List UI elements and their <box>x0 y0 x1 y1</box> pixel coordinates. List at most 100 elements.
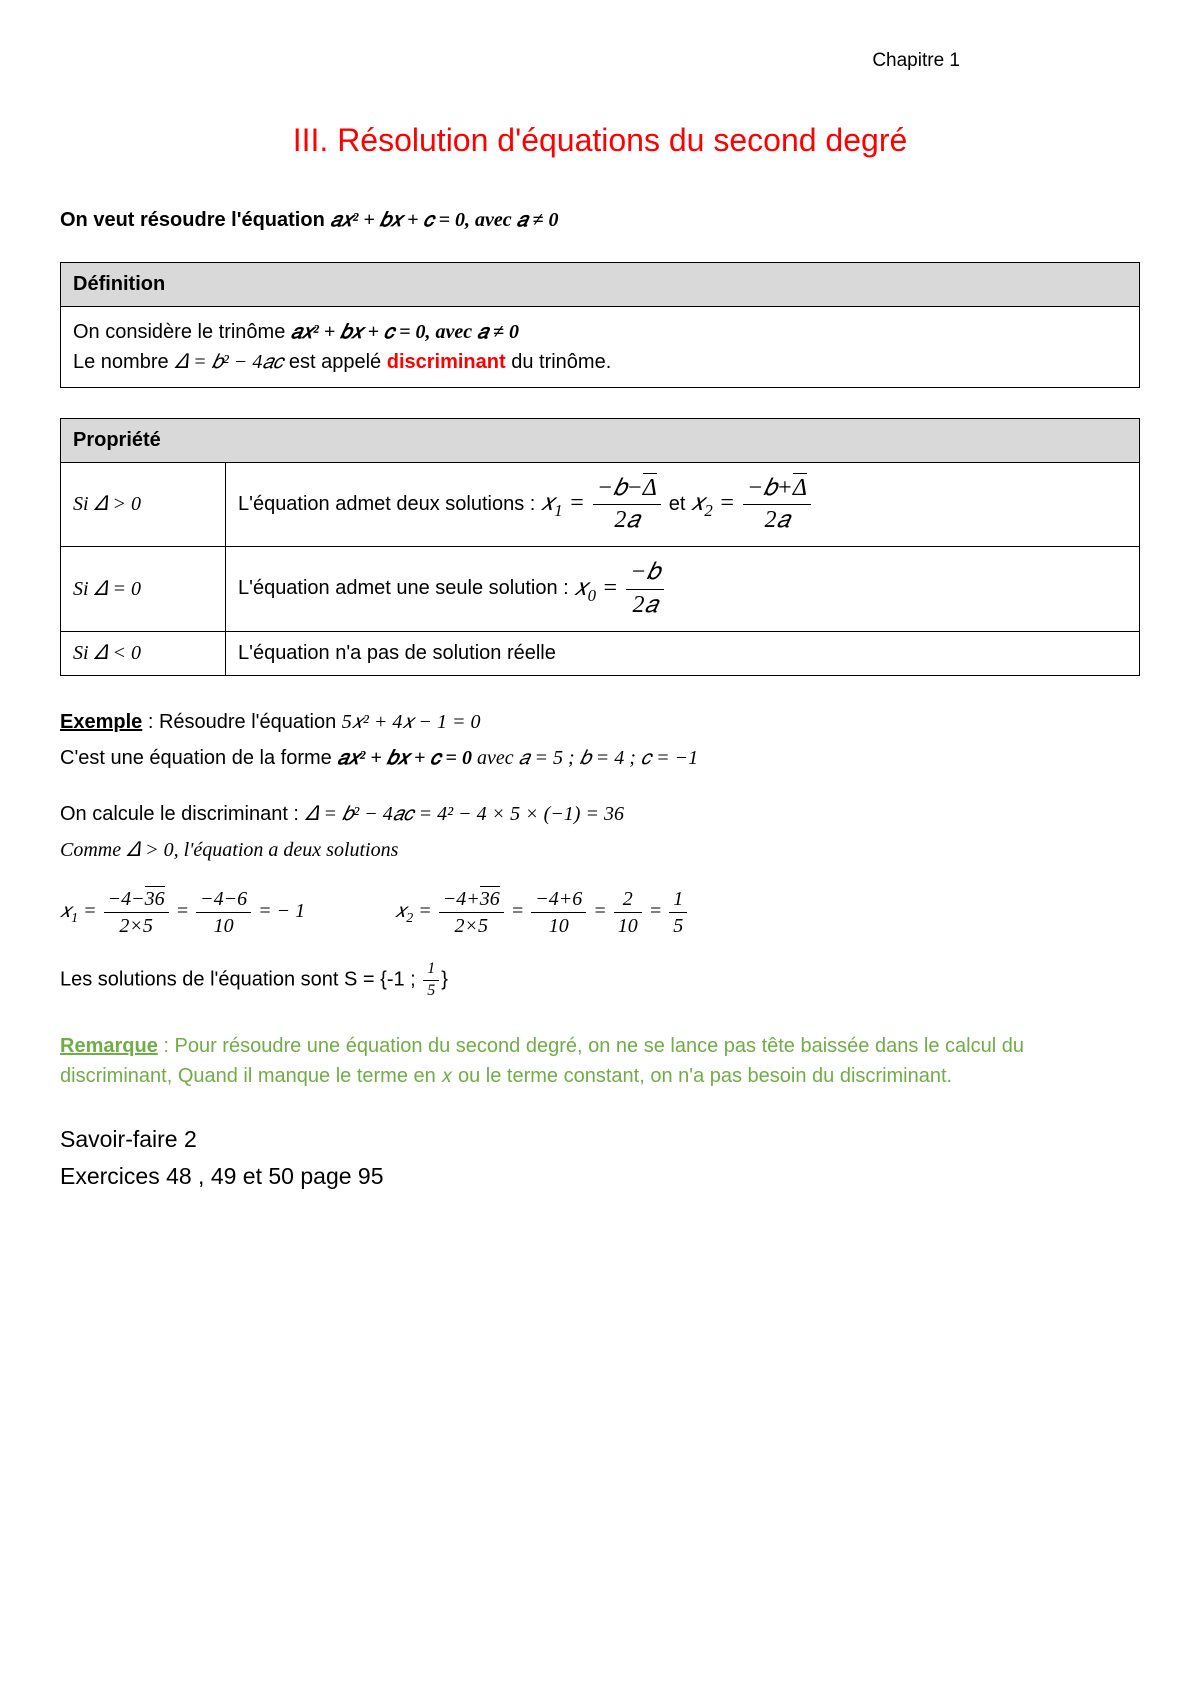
intro-prefix: On veut résoudre l'équation <box>60 209 330 231</box>
def-line2-eq: 𝛥 = 𝑏² − 4𝑎𝑐 <box>174 351 283 373</box>
property-table: Propriété Si 𝛥 > 0 L'équation admet deux… <box>60 418 1140 676</box>
x1-eq: = <box>563 490 591 516</box>
x2-expr: 𝑥2 = −𝑏+Δ2𝑎 <box>691 490 813 516</box>
ex-x2-f2-num: −4+6 <box>531 886 586 913</box>
x1-expr: 𝑥1 = −𝑏−Δ2𝑎 <box>541 490 669 516</box>
x0-eq: = <box>596 575 624 601</box>
example-resolve: Résoudre l'équation <box>159 711 342 733</box>
ex-x2-f1-den: 2×5 <box>439 913 504 939</box>
x1-calculation: 𝑥1 = −4−362×5 = −4−610 = − 1 <box>60 886 305 939</box>
ex-x2-f3: 210 <box>614 886 642 939</box>
ex-x1-f1-den: 2×5 <box>104 913 169 939</box>
savoir-line1: Savoir-faire 2 <box>60 1121 1140 1158</box>
property-header: Propriété <box>61 419 1140 463</box>
example-form-eq: 𝑎𝑥² + 𝑏𝑥 + 𝑐 = 0 <box>337 747 472 769</box>
solutions-suffix: } <box>441 968 448 990</box>
property-row-positive: Si 𝛥 > 0 L'équation admet deux solutions… <box>61 463 1140 547</box>
ex-x2-f4-num: 1 <box>669 886 687 913</box>
ex-x2-label: 𝑥 <box>395 900 406 922</box>
definition-table: Définition On considère le trinôme 𝑎𝑥² +… <box>60 262 1140 388</box>
x2-num: −𝑏+Δ <box>743 473 811 505</box>
savoir-line2: Exercices 48 , 49 et 50 page 95 <box>60 1158 1140 1195</box>
ex-x2-f1-num: −4+36 <box>439 886 504 913</box>
sol-frac-num: 1 <box>423 959 439 981</box>
ex-x2-f4-den: 5 <box>669 913 687 939</box>
x2-label: 𝑥 <box>691 490 704 516</box>
example-solutions-row: 𝑥1 = −4−362×5 = −4−610 = − 1 𝑥2 = −4+362… <box>60 886 1140 939</box>
ex-x1-eq1: = <box>78 900 102 922</box>
discriminant-word: discriminant <box>387 351 506 373</box>
ex-x2-f4: 15 <box>669 886 687 939</box>
intro-eq: 𝑎𝑥² + 𝑏𝑥 + 𝑐 = 0 <box>330 209 465 231</box>
x2-calculation: 𝑥2 = −4+362×5 = −4+610 = 210 = 15 <box>395 886 689 939</box>
ex-x1-f2-den: 10 <box>196 913 251 939</box>
x2-sub: 2 <box>704 501 712 520</box>
remark-colon: : <box>158 1035 175 1057</box>
document-page: Chapitre 1 III. Résolution d'équations d… <box>0 0 1200 1697</box>
property-row-zero: Si 𝛥 = 0 L'équation admet une seule solu… <box>61 547 1140 631</box>
remark-label: Remarque <box>60 1035 158 1057</box>
condition-negative: Si 𝛥 < 0 <box>61 631 226 675</box>
intro-equation: On veut résoudre l'équation 𝑎𝑥² + 𝑏𝑥 + 𝑐… <box>60 209 1140 232</box>
ex-x2-f2: −4+610 <box>531 886 586 939</box>
x1-sub: 1 <box>554 501 562 520</box>
main-title: III. Résolution d'équations du second de… <box>60 122 1140 159</box>
definition-body: On considère le trinôme 𝑎𝑥² + 𝑏𝑥 + 𝑐 = 0… <box>61 307 1140 388</box>
example-calc-prefix: On calcule le discriminant : <box>60 803 305 825</box>
solution-negative: L'équation n'a pas de solution réelle <box>226 631 1140 675</box>
x2-frac: −𝑏+Δ2𝑎 <box>743 473 811 536</box>
sqrt-delta-1: Δ <box>643 473 657 501</box>
row0-prefix: L'équation admet deux solutions : <box>238 493 541 515</box>
solutions-prefix: Les solutions de l'équation sont S = {-1… <box>60 968 421 990</box>
sol-frac: 15 <box>423 959 439 1002</box>
x0-sub: 0 <box>588 585 596 604</box>
example-calc-eq: 𝛥 = 𝑏² − 4𝑎𝑐 = 4² − 4 × 5 × (−1) = 36 <box>305 803 624 825</box>
def-line2-prefix: Le nombre <box>73 351 174 373</box>
example-comme: Comme 𝛥 > 0, l'équation a deux solutions <box>60 834 1140 866</box>
x0-label: 𝑥 <box>574 575 587 601</box>
definition-header: Définition <box>61 263 1140 307</box>
ex-x1-f2-num: −4−6 <box>196 886 251 913</box>
ex-x1-f1-num: −4−36 <box>104 886 169 913</box>
sqrt-delta-2: Δ <box>793 473 807 501</box>
ex-x1-f2: −4−610 <box>196 886 251 939</box>
def-line1-eq: 𝑎𝑥² + 𝑏𝑥 + 𝑐 = 0, avec 𝑎 ≠ 0 <box>291 321 519 343</box>
ex-x1-label: 𝑥 <box>60 900 71 922</box>
row0-mid: et <box>669 493 691 515</box>
chapter-header: Chapitre 1 <box>60 50 1140 72</box>
def-line2-mid: est appelé <box>283 351 386 373</box>
sol-frac-den: 5 <box>423 981 439 1002</box>
ex-x2-eq1: = <box>413 900 437 922</box>
example-resolve-eq: 5𝑥² + 4𝑥 − 1 = 0 <box>342 711 481 733</box>
sqrt-36-a: 36 <box>145 886 165 910</box>
example-label: Exemple <box>60 711 142 733</box>
remark-body: Pour résoudre une équation du second deg… <box>60 1035 1024 1087</box>
savoir-faire: Savoir-faire 2 Exercices 48 , 49 et 50 p… <box>60 1121 1140 1195</box>
def-line1-prefix: On considère le trinôme <box>73 321 291 343</box>
sqrt-36-b: 36 <box>480 886 500 910</box>
x0-expr: 𝑥0 = −𝑏2𝑎 <box>574 575 666 601</box>
intro-suffix: , avec 𝑎 ≠ 0 <box>465 209 558 231</box>
solutions-set: Les solutions de l'équation sont S = {-1… <box>60 959 1140 1002</box>
example-section: Exemple : Résoudre l'équation 5𝑥² + 4𝑥 −… <box>60 706 1140 1002</box>
x2-eq: = <box>713 490 741 516</box>
ex-x2-f3-num: 2 <box>614 886 642 913</box>
condition-zero: Si 𝛥 = 0 <box>61 547 226 631</box>
x0-num: −𝑏 <box>626 557 664 589</box>
ex-x2-f3-den: 10 <box>614 913 642 939</box>
ex-x1-result: = − 1 <box>253 900 305 922</box>
x1-den: 2𝑎 <box>593 505 661 536</box>
ex-x2-f1: −4+362×5 <box>439 886 504 939</box>
x0-den: 2𝑎 <box>626 590 664 621</box>
x0-frac: −𝑏2𝑎 <box>626 557 664 620</box>
def-line2-suffix: du trinôme. <box>506 351 612 373</box>
x1-num: −𝑏−Δ <box>593 473 661 505</box>
solution-zero: L'équation admet une seule solution : 𝑥0… <box>226 547 1140 631</box>
condition-positive: Si 𝛥 > 0 <box>61 463 226 547</box>
solution-positive: L'équation admet deux solutions : 𝑥1 = −… <box>226 463 1140 547</box>
remark-section: Remarque : Pour résoudre une équation du… <box>60 1031 1140 1091</box>
ex-x2-f2-den: 10 <box>531 913 586 939</box>
ex-x1-f1: −4−362×5 <box>104 886 169 939</box>
example-form-prefix: C'est une équation de la forme <box>60 747 337 769</box>
example-colon: : <box>142 711 159 733</box>
